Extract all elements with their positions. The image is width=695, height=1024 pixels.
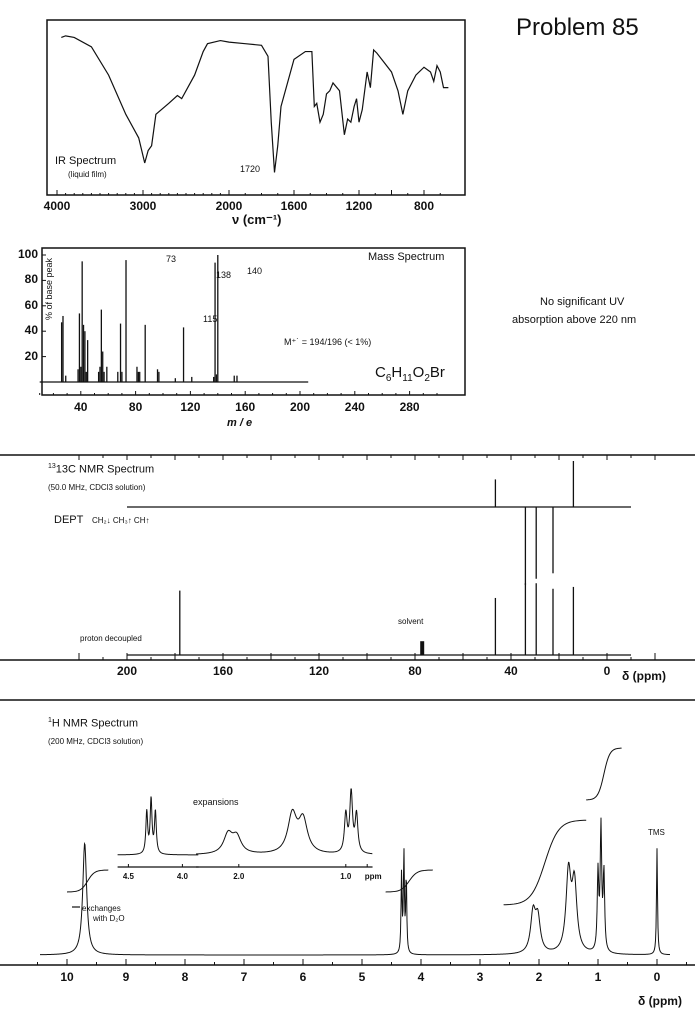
inset-tick-label: 1.0	[340, 872, 352, 881]
ms-formula: C6H11O2Br	[375, 364, 445, 384]
ir-tick-label: 800	[413, 199, 435, 213]
ms-xtick-label: 280	[399, 400, 420, 414]
ms-ytick-label: 40	[24, 323, 38, 338]
ms-ytick-label: 100	[17, 247, 38, 261]
ms-xtick-label: 120	[180, 400, 201, 414]
h1-subtitle: (200 MHz, CDCl3 solution)	[48, 737, 144, 746]
problem-title: Problem 85	[516, 14, 639, 41]
exchange-note-2: with D₂O	[93, 914, 125, 923]
ms-molecular-ion: M⁺˙ = 194/196 (< 1%)	[284, 337, 372, 347]
h1-tick-label: 4	[417, 970, 425, 984]
solvent-label: solvent	[398, 617, 424, 626]
h1-tick-label: 8	[181, 970, 189, 984]
ms-xtick-label: 240	[344, 400, 365, 414]
c13-tick-label: 0	[603, 664, 611, 678]
h1-tick-label: 3	[476, 970, 484, 984]
ir-title: IR Spectrum	[55, 155, 117, 167]
ir-peak-label: 1720	[240, 164, 261, 174]
h1-tick-label: 5	[358, 970, 366, 984]
h1-title: 1H NMR Spectrum	[48, 717, 139, 730]
h1-tick-label: 2	[535, 970, 543, 984]
decoupled-label: proton decoupled	[80, 634, 142, 643]
c13-tick-label: 160	[212, 664, 234, 678]
h1-tick-label: 7	[240, 970, 248, 984]
integral-trace	[503, 819, 587, 906]
inset-trace-1ppm	[195, 788, 373, 855]
tms-label: TMS	[648, 828, 665, 837]
ms-label-140: 140	[247, 266, 263, 276]
ms-label-115: 115	[203, 314, 218, 324]
dept-legend: CH₂↓ CH₃↑ CH↑	[92, 516, 150, 525]
dept-label: DEPT	[54, 514, 84, 526]
ms-ytick-label: 80	[24, 272, 38, 287]
ms-xtick-label: 200	[289, 400, 311, 414]
c13-tick-label: 80	[408, 664, 422, 678]
ir-tick-label: 1200	[345, 199, 373, 213]
ms-frame	[41, 247, 466, 396]
h1-tick-label: 10	[60, 970, 74, 984]
ir-tick-label: 1600	[280, 199, 308, 213]
ir-tick-label: 4000	[43, 199, 71, 213]
ms-title: Mass Spectrum	[368, 251, 445, 263]
ir-subtitle: (liquid film)	[68, 170, 107, 179]
h1-trace	[39, 817, 671, 956]
c13-subtitle: (50.0 MHz, CDCl3 solution)	[48, 483, 146, 492]
expansions-label: expansions	[193, 797, 239, 807]
ir-frame	[46, 19, 466, 196]
inset-tick-label: ppm	[364, 872, 382, 881]
ms-ylabel: % of base peak	[44, 257, 54, 320]
uv-note-line2: absorption above 220 nm	[512, 314, 637, 326]
ms-xtick-label: 40	[74, 400, 88, 414]
h1-tick-label: 6	[299, 970, 307, 984]
h1-tick-label: 0	[653, 970, 661, 984]
inset-tick-label: 2.0	[233, 872, 245, 881]
ir-xlabel: ν (cm⁻¹)	[232, 212, 282, 227]
h1-tick-label: 9	[122, 970, 130, 984]
integral-trace	[66, 869, 109, 893]
inset-trace-4ppm	[117, 796, 199, 856]
integral-trace	[586, 747, 622, 801]
ms-xtick-label: 80	[128, 400, 143, 414]
c13-xlabel: δ (ppm)	[622, 669, 666, 683]
ir-trace	[61, 35, 449, 173]
c13-tick-label: 120	[308, 664, 330, 678]
c13-tick-label: 200	[116, 664, 138, 678]
ir-tick-label: 2000	[215, 199, 243, 213]
inset-tick-label: 4.0	[176, 872, 188, 881]
integral-trace	[385, 869, 433, 893]
ms-label-138: 138	[216, 270, 232, 280]
inset-tick-label: 4.5	[122, 872, 134, 881]
ms-ytick-label: 60	[24, 297, 38, 312]
ms-xlabel: m / e	[227, 417, 253, 429]
uv-note-line1: No significant UV	[540, 296, 625, 308]
c13-tick-label: 40	[504, 664, 518, 678]
ms-ytick-label: 20	[24, 348, 38, 363]
ms-label-73: 73	[166, 254, 177, 264]
ms-xtick-label: 160	[235, 400, 256, 414]
c13-title: 1313C NMR Spectrum	[48, 463, 155, 476]
exchange-note-1: exchanges	[82, 904, 121, 913]
h1-tick-label: 1	[594, 970, 602, 984]
h1-xlabel: δ (ppm)	[638, 994, 682, 1008]
ir-tick-label: 3000	[129, 199, 157, 213]
